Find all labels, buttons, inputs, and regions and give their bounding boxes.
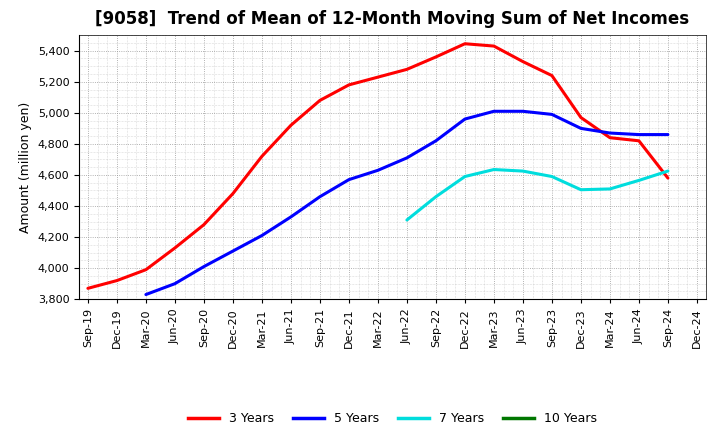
5 Years: [142, 292, 150, 297]
5 Years: [315, 194, 324, 199]
5 Years: [664, 132, 672, 137]
3 Years: [431, 54, 440, 59]
3 Years: [518, 59, 527, 64]
7 Years: [634, 178, 643, 183]
3 Years: [577, 115, 585, 120]
Y-axis label: Amount (million yen): Amount (million yen): [19, 102, 32, 233]
3 Years: [84, 286, 92, 291]
5 Years: [345, 177, 354, 182]
5 Years: [199, 264, 208, 269]
7 Years: [577, 187, 585, 192]
3 Years: [142, 267, 150, 272]
3 Years: [374, 74, 382, 80]
3 Years: [228, 191, 237, 196]
3 Years: [548, 73, 557, 78]
Line: 5 Years: 5 Years: [146, 111, 668, 294]
3 Years: [287, 123, 295, 128]
7 Years: [518, 169, 527, 174]
5 Years: [258, 233, 266, 238]
5 Years: [490, 109, 498, 114]
5 Years: [374, 168, 382, 173]
5 Years: [431, 138, 440, 143]
5 Years: [518, 109, 527, 114]
3 Years: [171, 246, 179, 251]
3 Years: [606, 135, 614, 140]
5 Years: [287, 214, 295, 220]
5 Years: [171, 281, 179, 286]
3 Years: [112, 278, 121, 283]
3 Years: [402, 67, 411, 72]
7 Years: [431, 194, 440, 199]
3 Years: [634, 138, 643, 143]
5 Years: [577, 126, 585, 131]
3 Years: [199, 222, 208, 227]
5 Years: [606, 130, 614, 136]
3 Years: [258, 154, 266, 159]
Legend: 3 Years, 5 Years, 7 Years, 10 Years: 3 Years, 5 Years, 7 Years, 10 Years: [183, 407, 602, 430]
5 Years: [402, 155, 411, 161]
7 Years: [548, 174, 557, 179]
5 Years: [461, 117, 469, 122]
Title: [9058]  Trend of Mean of 12-Month Moving Sum of Net Incomes: [9058] Trend of Mean of 12-Month Moving …: [95, 10, 690, 28]
Line: 3 Years: 3 Years: [88, 44, 668, 288]
5 Years: [228, 249, 237, 254]
5 Years: [548, 112, 557, 117]
3 Years: [315, 98, 324, 103]
7 Years: [402, 217, 411, 223]
7 Years: [606, 186, 614, 191]
3 Years: [345, 82, 354, 88]
5 Years: [634, 132, 643, 137]
3 Years: [490, 44, 498, 49]
7 Years: [490, 167, 498, 172]
Line: 7 Years: 7 Years: [407, 169, 668, 220]
7 Years: [664, 169, 672, 174]
7 Years: [461, 174, 469, 179]
3 Years: [664, 176, 672, 181]
3 Years: [461, 41, 469, 46]
